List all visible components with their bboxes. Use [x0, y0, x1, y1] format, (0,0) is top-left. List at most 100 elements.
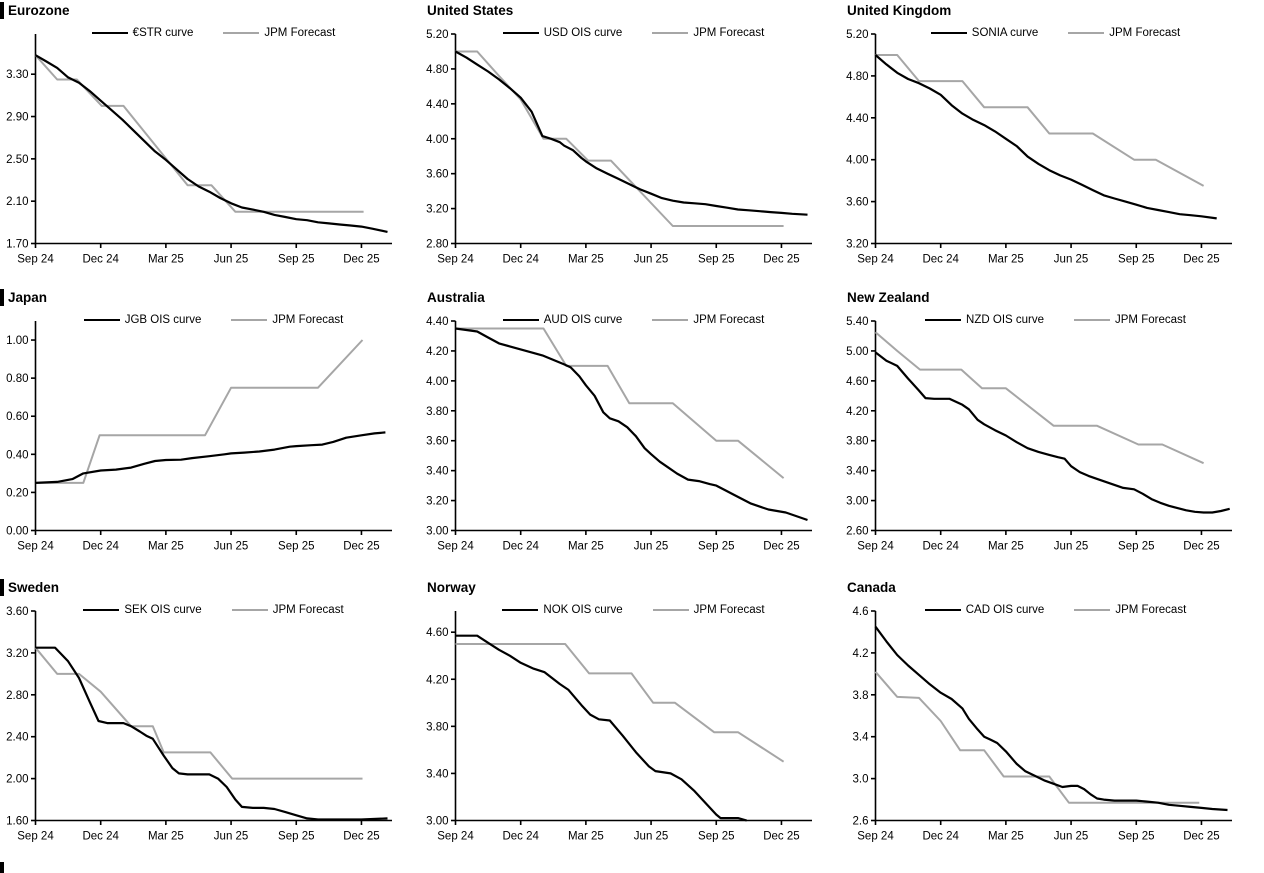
- legend-item: JPM Forecast: [231, 314, 343, 326]
- chart-title-text: United Kingdom: [847, 3, 952, 18]
- legend-line-sample: [930, 31, 967, 35]
- x-tick-label: Dec 24: [922, 831, 959, 843]
- legend-item: NOK OIS curve: [502, 604, 623, 616]
- series-nok-ois-curve: [455, 634, 747, 822]
- legend-line-sample: [502, 608, 539, 612]
- x-tick-label: Sep 24: [17, 254, 54, 266]
- x-tick-label: Dec 24: [502, 541, 539, 553]
- chart-title-text: Japan: [8, 290, 48, 305]
- y-tick-label: 2.60: [846, 526, 868, 538]
- y-tick-label: 0.00: [6, 526, 28, 538]
- y-tick-label: 3.40: [426, 768, 448, 780]
- legend-item: SONIA curve: [930, 27, 1038, 39]
- title-side-bar: [0, 579, 4, 596]
- axes: [34, 321, 392, 532]
- legend-label: JPM Forecast: [272, 314, 344, 326]
- x-tick-label: Mar 25: [148, 831, 184, 843]
- legend: CAD OIS curve JPM Forecast: [875, 604, 1236, 616]
- x-tick-label: Mar 25: [148, 541, 184, 553]
- x-tick-label: Sep 25: [698, 831, 734, 843]
- x-tick-label: Dec 24: [502, 831, 539, 843]
- y-tick-label: 4.20: [426, 346, 448, 358]
- x-tick-label: Jun 25: [1054, 254, 1089, 266]
- legend: AUD OIS curve JPM Forecast: [455, 314, 812, 326]
- plot-area: 3.60 3.20 2.80 2.40 2.00 1.60 Sep 24 Dec 24 Mar …: [6, 606, 392, 843]
- y-tick-label: 3.20: [846, 239, 868, 251]
- axes: [454, 611, 812, 822]
- legend-label: USD OIS curve: [543, 27, 623, 39]
- series-sonia-curve: [874, 54, 1217, 220]
- y-tick-label: 3.20: [426, 496, 448, 508]
- chart-title-text: Eurozone: [8, 3, 70, 18]
- legend-line-sample: [652, 608, 689, 612]
- y-tick-label: 4.20: [426, 674, 448, 686]
- legend-item: AUD OIS curve: [502, 314, 623, 326]
- legend-item: JPM Forecast: [1068, 27, 1180, 39]
- y-tick-label: 3.8: [853, 690, 869, 702]
- y-tick-label: 3.20: [6, 648, 28, 660]
- legend-label: JPM Forecast: [1115, 604, 1187, 616]
- y-tick-label: 3.80: [426, 721, 448, 733]
- legend-label: JPM Forecast: [264, 27, 336, 39]
- y-tick-label: 4.2: [853, 648, 869, 660]
- legend: SONIA curve JPM Forecast: [875, 27, 1236, 39]
- y-tick-label: 2.80: [6, 690, 28, 702]
- x-tick-label: Sep 25: [278, 541, 314, 553]
- chart-eurozone: Eurozone 3.30 2.90 2.50 2.10 1.70 Sep 24 Dec 24…: [0, 0, 420, 287]
- legend: €STR curve JPM Forecast: [35, 27, 392, 39]
- chart-title-text: Australia: [427, 290, 485, 305]
- chart-title: Sweden: [0, 579, 59, 596]
- legend-item: JPM Forecast: [652, 314, 764, 326]
- y-tick-label: 2.90: [6, 112, 28, 124]
- series-jpm-forecast: [35, 339, 364, 484]
- y-tick-label: 2.80: [426, 239, 448, 251]
- y-tick-label: 4.6: [853, 606, 869, 618]
- y-tick-label: 3.80: [846, 436, 868, 448]
- chart-canada: Canada 4.6 4.2 3.8 3.4 3.0 2.6 Sep 24 Dec 24 Mar …: [840, 577, 1264, 873]
- chart-new-zealand: New Zealand 5.40 5.00 4.60 4.20 3.80 3.40 3.00 2…: [840, 287, 1264, 577]
- legend-item: €STR curve: [91, 27, 193, 39]
- y-tick-label: 5.20: [426, 29, 448, 41]
- y-tick-label: 4.80: [426, 64, 448, 76]
- series-jpm-forecast: [874, 671, 1200, 804]
- y-tick-label: 0.60: [6, 411, 28, 423]
- y-tick-label: 3.80: [426, 406, 448, 418]
- legend-line-sample: [652, 31, 689, 35]
- plot-area: 4.6 4.2 3.8 3.4 3.0 2.6 Sep 24 Dec 24 Mar 25 Jun …: [853, 606, 1232, 843]
- y-tick-label: 3.00: [426, 816, 448, 828]
- y-tick-label: 2.6: [853, 816, 869, 828]
- legend-line-sample: [652, 318, 689, 322]
- legend-label: JPM Forecast: [693, 27, 765, 39]
- legend-label: JPM Forecast: [272, 604, 344, 616]
- legend-item: JGB OIS curve: [83, 314, 201, 326]
- y-tick-label: 3.20: [426, 204, 448, 216]
- chart-title: Japan: [0, 289, 47, 306]
- legend: JGB OIS curve JPM Forecast: [35, 314, 392, 326]
- y-tick-label: 4.60: [846, 376, 868, 388]
- x-tick-label: Sep 25: [1118, 541, 1154, 553]
- series-jpm-forecast: [34, 54, 364, 213]
- chart-title-text: Sweden: [8, 580, 60, 595]
- legend-item: USD OIS curve: [502, 27, 623, 39]
- chart-japan: Japan 1.00 0.80 0.60 0.40 0.20 0.00 Sep 24 Dec 2…: [0, 287, 420, 577]
- series-jpm-forecast: [874, 331, 1205, 465]
- series-jpm-forecast: [455, 50, 784, 227]
- legend-label: JPM Forecast: [1115, 314, 1186, 326]
- y-tick-label: 3.60: [426, 436, 448, 448]
- x-tick-label: Jun 25: [634, 831, 669, 843]
- x-tick-label: Dec 24: [922, 541, 959, 553]
- plot-area: 3.30 2.90 2.50 2.10 1.70 Sep 24 Dec 24 Mar 25 Ju…: [6, 34, 392, 266]
- x-tick-label: Jun 25: [1054, 541, 1089, 553]
- y-tick-label: 4.20: [846, 406, 868, 418]
- series-str-curve: [34, 54, 388, 233]
- y-tick-label: 2.50: [6, 154, 28, 166]
- x-tick-label: Dec 25: [763, 254, 799, 266]
- legend-item: JPM Forecast: [1074, 314, 1186, 326]
- x-tick-label: Dec 24: [82, 541, 119, 553]
- series-jgb-ois-curve: [35, 431, 386, 484]
- y-tick-label: 4.00: [426, 134, 448, 146]
- legend-label: AUD OIS curve: [543, 314, 623, 326]
- x-tick-label: Mar 25: [988, 831, 1024, 843]
- y-tick-label: 3.4: [853, 732, 870, 744]
- chart-title: Norway: [420, 579, 476, 596]
